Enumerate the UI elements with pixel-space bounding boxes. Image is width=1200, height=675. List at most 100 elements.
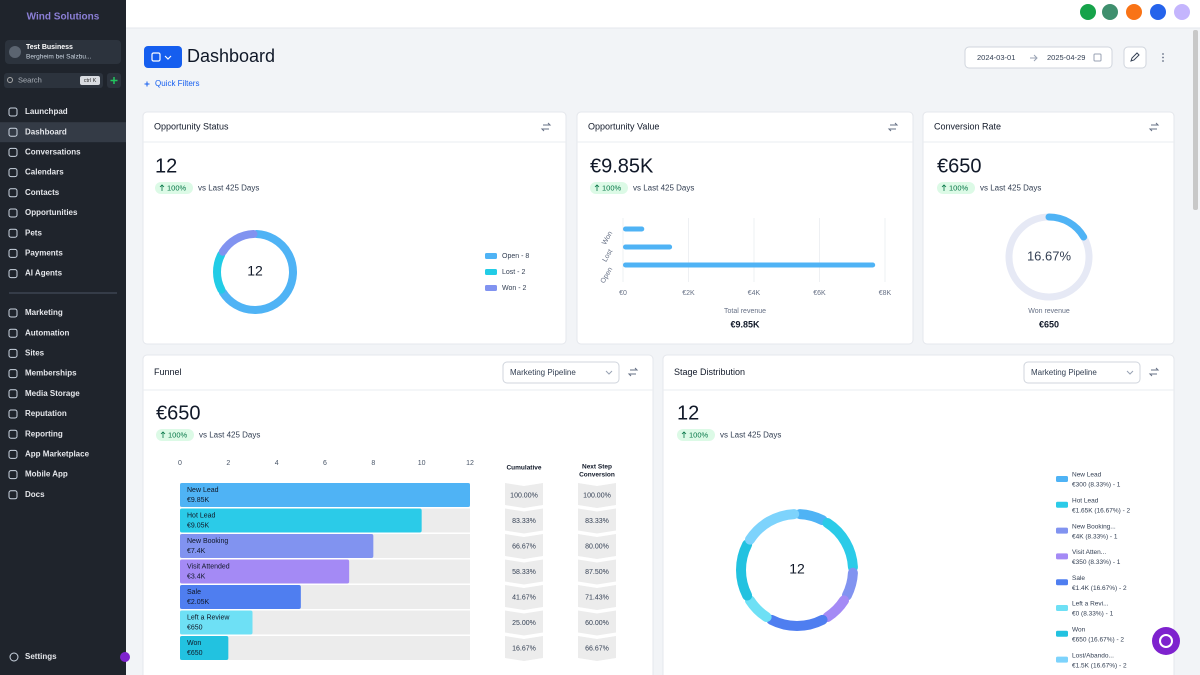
nav-item[interactable]: Contacts xyxy=(25,188,60,197)
more-dot xyxy=(1162,60,1164,62)
settings-icon[interactable] xyxy=(887,122,899,132)
cell-bg xyxy=(505,636,543,661)
nav-item[interactable]: Mobile App xyxy=(25,470,68,479)
donut-segment xyxy=(794,509,828,526)
bar xyxy=(623,226,645,232)
headline-value: €650 xyxy=(937,155,982,177)
nav-icon xyxy=(8,168,18,178)
chat-icon xyxy=(1159,634,1173,648)
date-picker[interactable] xyxy=(964,46,1113,69)
cell-bg xyxy=(505,534,543,559)
settings-icon[interactable] xyxy=(540,122,552,132)
nav-item[interactable]: App Marketplace xyxy=(25,450,90,459)
up-arrow xyxy=(160,431,166,438)
settings-icon[interactable] xyxy=(1148,122,1160,132)
column-header: Cumulative xyxy=(506,465,541,472)
edit-icon xyxy=(1130,52,1140,62)
x-tick-label: €2K xyxy=(682,290,695,297)
nav-item[interactable]: Memberships xyxy=(25,369,77,378)
x-tick-label: 10 xyxy=(418,460,426,467)
settings-icon xyxy=(9,652,19,662)
nav-icon xyxy=(8,470,18,480)
settings-icon[interactable] xyxy=(1148,367,1160,377)
stage-value: €2.05K xyxy=(187,599,210,606)
chat-widget[interactable] xyxy=(1152,627,1180,655)
phone-button[interactable] xyxy=(1080,4,1096,20)
settings-link[interactable]: Settings xyxy=(25,652,57,661)
nav-item[interactable]: Opportunities xyxy=(25,208,78,217)
nav-item[interactable]: Conversations xyxy=(25,148,81,157)
top-bar xyxy=(126,0,1200,28)
nav-icon xyxy=(8,490,18,500)
nav-item[interactable]: AI Agents xyxy=(25,269,63,278)
change-value: 100% xyxy=(168,430,188,439)
legend-swatch xyxy=(485,269,497,275)
collapse-button[interactable] xyxy=(120,652,130,662)
dashboard-switcher[interactable] xyxy=(144,46,182,68)
nav-item[interactable]: Reporting xyxy=(25,429,63,438)
nav-icon xyxy=(8,188,18,198)
legend-swatch xyxy=(1056,630,1068,637)
nav-item[interactable]: Reputation xyxy=(25,409,67,418)
cell-bg xyxy=(505,585,543,610)
nav-item[interactable]: Payments xyxy=(25,249,63,258)
legend-detail: €4K (8.33%) - 1 xyxy=(1072,533,1118,540)
pipeline-dropdown[interactable] xyxy=(1023,361,1141,384)
legend-swatch xyxy=(1056,527,1068,534)
nav-item[interactable]: Automation xyxy=(25,328,70,337)
nav-item[interactable]: Media Storage xyxy=(25,389,80,398)
headline-value: 12 xyxy=(155,155,177,177)
nav-item[interactable]: Docs xyxy=(25,490,45,499)
next-step: 60.00% xyxy=(585,620,609,627)
card-title: Stage Distribution xyxy=(674,367,745,377)
avatar-button[interactable] xyxy=(1174,4,1190,20)
x-tick-label: 4 xyxy=(275,460,279,467)
nav-item[interactable]: Pets xyxy=(25,228,42,237)
cell-bg xyxy=(505,610,543,636)
up-arrow xyxy=(681,431,687,438)
shortcut-badge xyxy=(80,76,100,85)
switcher-chevron xyxy=(164,55,172,60)
nav-item[interactable]: Marketing xyxy=(25,308,63,317)
search-box[interactable] xyxy=(4,73,103,88)
pipeline-dropdown[interactable] xyxy=(502,361,620,384)
nav-item[interactable]: Calendars xyxy=(25,168,64,177)
nav-icon xyxy=(8,348,18,358)
donut-segment xyxy=(744,595,772,623)
nav-item[interactable]: Sites xyxy=(25,349,45,358)
donut-segment xyxy=(218,230,258,256)
cumulative: 58.33% xyxy=(512,569,536,576)
quick-filters[interactable]: Quick Filters xyxy=(155,79,199,88)
date-to: 2025-04-29 xyxy=(1047,53,1085,62)
cumulative: 25.00% xyxy=(512,620,536,627)
cell-bg xyxy=(578,610,616,636)
nav-item[interactable]: Dashboard xyxy=(25,127,67,136)
footer-value: €9.85K xyxy=(730,319,760,329)
search-shortcut: ctrl K xyxy=(84,78,97,84)
plus-icon xyxy=(144,81,150,87)
scrollbar[interactable] xyxy=(1193,30,1198,210)
nav-item[interactable]: Launchpad xyxy=(25,107,68,116)
account-name: Test Business xyxy=(26,44,73,51)
help-button[interactable] xyxy=(1150,4,1166,20)
footer-value: €650 xyxy=(1039,319,1059,329)
funnel-bar xyxy=(180,585,301,609)
nav-icon xyxy=(8,107,18,117)
change-value: 100% xyxy=(167,183,187,192)
donut-segment xyxy=(744,509,800,545)
legend-swatch xyxy=(1056,605,1068,611)
funnel-bar xyxy=(180,534,374,558)
stage-value: €9.85K xyxy=(187,497,210,504)
edit-button[interactable] xyxy=(1123,46,1147,69)
pipeline-name: Marketing Pipeline xyxy=(1031,368,1097,377)
notifications-button[interactable] xyxy=(1126,4,1142,20)
legend-detail: €1.5K (16.67%) - 2 xyxy=(1072,662,1127,669)
more-dot xyxy=(1162,56,1164,59)
settings-icon[interactable] xyxy=(627,367,639,377)
account-switcher[interactable] xyxy=(5,40,121,64)
cumulative: 100.00% xyxy=(510,492,538,499)
calendar-icon xyxy=(1093,53,1102,62)
stage-value: €9.05K xyxy=(187,522,210,529)
announce-button[interactable] xyxy=(1102,4,1118,20)
